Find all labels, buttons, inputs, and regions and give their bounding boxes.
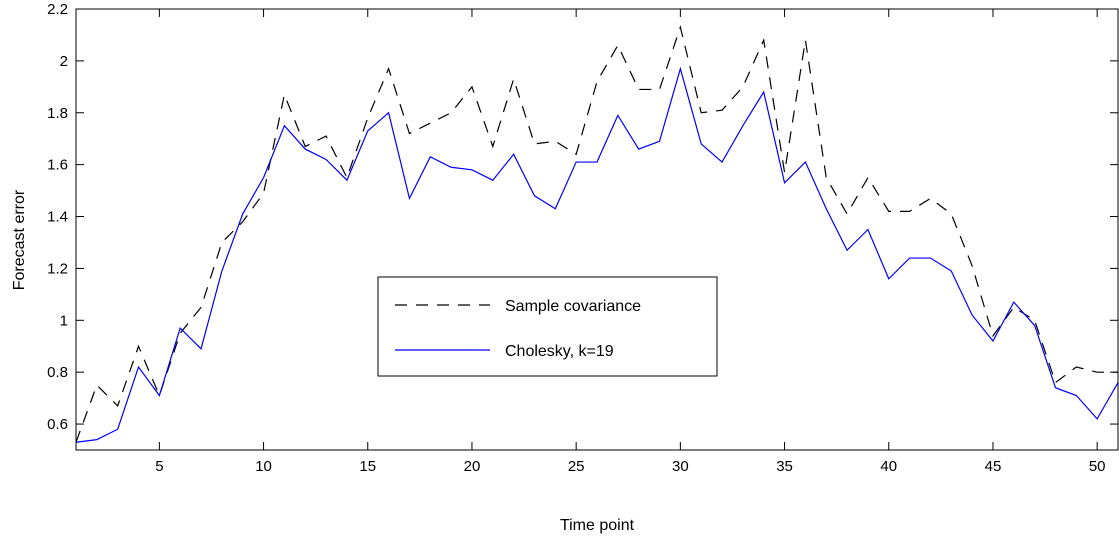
plot-frame bbox=[75, 8, 1119, 451]
y-tick-label: 2.2 bbox=[47, 1, 68, 18]
y-tick-label: 1.8 bbox=[47, 105, 68, 122]
legend-label-cholesky: Cholesky, k=19 bbox=[505, 343, 614, 360]
x-tick-label: 20 bbox=[464, 458, 481, 475]
x-tick-label: 50 bbox=[1089, 458, 1106, 475]
series-line-sample-covariance bbox=[75, 24, 1118, 443]
y-tick-label: 2 bbox=[60, 53, 68, 70]
x-tick-label: 30 bbox=[672, 458, 689, 475]
series-layer bbox=[75, 24, 1119, 443]
x-tick-label: 25 bbox=[568, 458, 585, 475]
x-tick-label: 40 bbox=[880, 458, 897, 475]
x-tick-label: 45 bbox=[985, 458, 1002, 475]
y-tick-label: 0.8 bbox=[47, 364, 68, 381]
x-axis-label: Time point bbox=[560, 517, 635, 534]
legend-label-sample-covariance: Sample covariance bbox=[505, 298, 641, 315]
y-tick-label: 0.6 bbox=[47, 416, 68, 433]
series-line-cholesky bbox=[75, 66, 1119, 443]
y-axis-label: Forecast error bbox=[11, 189, 28, 290]
y-tick-label: 1.6 bbox=[47, 157, 68, 174]
axes-layer bbox=[75, 8, 1119, 451]
legend-box bbox=[377, 276, 718, 377]
y-tick-label: 1.2 bbox=[47, 260, 68, 277]
y-tick-label: 1.4 bbox=[47, 209, 68, 226]
y-tick-label: 1 bbox=[60, 312, 68, 329]
x-tick-label: 10 bbox=[255, 458, 272, 475]
legend: Sample covariance Cholesky, k=19 bbox=[377, 276, 718, 377]
ticks-layer: 5 10 15 20 25 30 35 40 45 50 0.6 0.8 1 1.2 1.4 1.6 1.8 2 2… bbox=[47, 1, 1118, 475]
x-tick-label: 15 bbox=[359, 458, 376, 475]
x-tick-label: 5 bbox=[155, 458, 163, 475]
x-tick-label: 35 bbox=[776, 458, 793, 475]
